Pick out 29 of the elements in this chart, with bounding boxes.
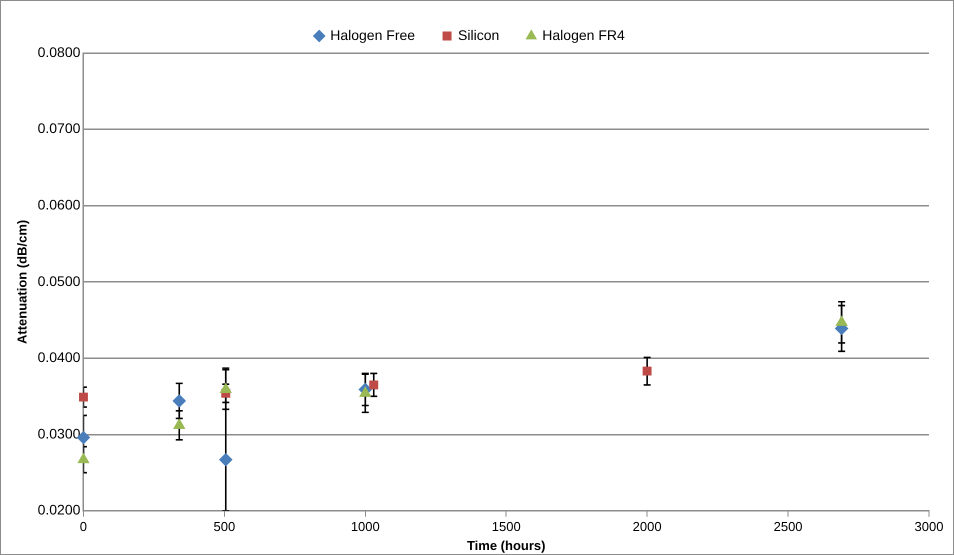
x-tick-label: 500 bbox=[214, 519, 236, 534]
y-tick-label: 0.0500 bbox=[38, 272, 81, 289]
x-tick-label: 1000 bbox=[350, 519, 380, 534]
point bbox=[219, 453, 232, 466]
legend-label: Silicon bbox=[458, 26, 500, 43]
point bbox=[642, 366, 652, 376]
point bbox=[172, 394, 186, 408]
y-tick-label: 0.0400 bbox=[38, 349, 81, 366]
y-tick-label: 0.0600 bbox=[38, 196, 81, 212]
y-tick-label: 0.0200 bbox=[38, 502, 81, 518]
x-tick-label: 3000 bbox=[914, 519, 944, 534]
point bbox=[360, 386, 371, 397]
x-axis-title: Time (hours) bbox=[466, 538, 546, 553]
point bbox=[174, 418, 185, 429]
y-tick-label: 0.0300 bbox=[38, 425, 81, 442]
point bbox=[78, 453, 90, 464]
legend-label: Halogen Free bbox=[330, 26, 416, 43]
y-tick-label: 0.0700 bbox=[38, 120, 81, 136]
point bbox=[220, 382, 232, 393]
x-tick-label: 2500 bbox=[774, 519, 803, 534]
point bbox=[369, 380, 378, 390]
point bbox=[79, 392, 88, 402]
x-tick-label: 1500 bbox=[492, 519, 521, 534]
y-axis-title: Attenuation (dB/cm) bbox=[14, 220, 30, 344]
x-tick-label: 2000 bbox=[632, 519, 662, 534]
point bbox=[836, 316, 848, 326]
x-tick-label: 0 bbox=[80, 519, 88, 534]
y-tick-label: 0.0800 bbox=[38, 44, 81, 60]
legend-label: Halogen FR4 bbox=[542, 26, 625, 43]
